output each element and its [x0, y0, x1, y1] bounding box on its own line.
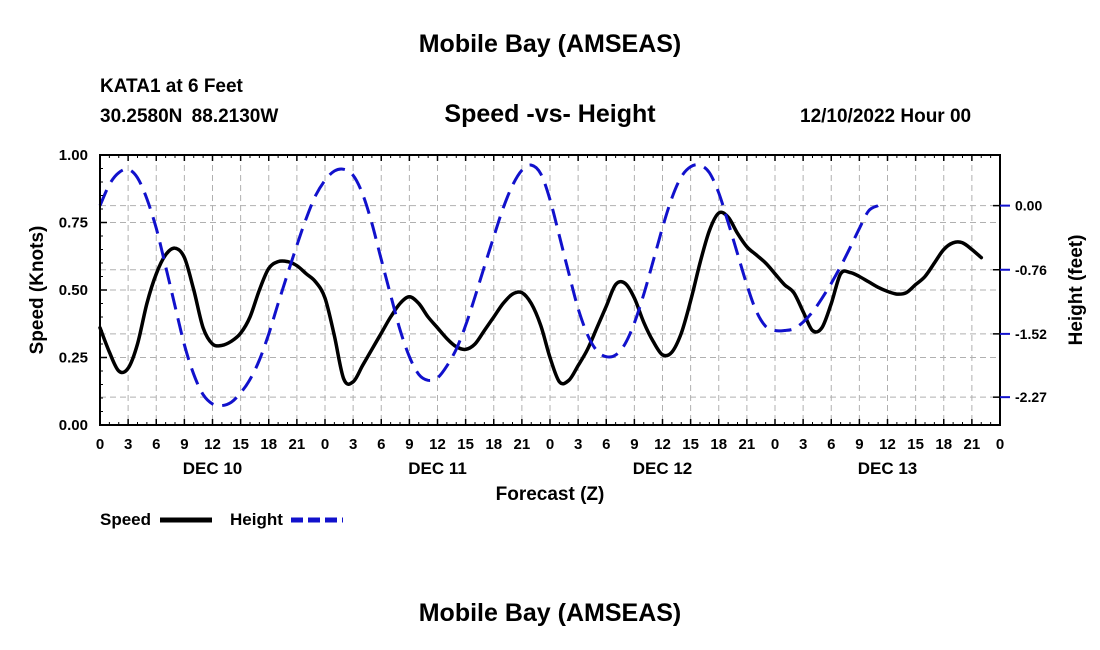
- day-label: DEC 10: [183, 459, 243, 478]
- x-tick-label: 21: [514, 436, 531, 453]
- y2-tick-label: -0.76: [1015, 262, 1047, 278]
- x-tick-label: 0: [996, 436, 1004, 453]
- legend-speed-label: Speed: [100, 510, 151, 529]
- y-tick-label: 0.75: [59, 215, 88, 232]
- y2-tick-label: -1.52: [1015, 326, 1047, 342]
- chart-title: Speed -vs- Height: [444, 100, 656, 128]
- y-tick-label: 0.00: [59, 417, 88, 434]
- x-tick-label: 6: [827, 436, 835, 453]
- y-tick-label: 0.25: [59, 350, 88, 367]
- x-tick-label: 12: [429, 436, 446, 453]
- x-tick-label: 6: [602, 436, 610, 453]
- x-tick-label: 18: [935, 436, 952, 453]
- y2-axis-label: Height (feet): [1066, 235, 1087, 346]
- axes: 0 3 6 9 12 15 18 21 0 3 6 9 12 15 18 21 0 3 6 9 12 15 18 21 0 3 6 9…: [59, 147, 1047, 478]
- x-tick-label: 21: [739, 436, 756, 453]
- y-axis-label: Speed (Knots): [27, 226, 48, 355]
- x-tick-label: 3: [799, 436, 807, 453]
- y-tick-label: 1.00: [59, 147, 88, 164]
- x-tick-label: 0: [321, 436, 329, 453]
- station-coordinates: 30.2580N 88.2130W: [100, 106, 279, 127]
- series: [98, 163, 984, 408]
- x-tick-label: 18: [260, 436, 277, 453]
- x-tick-label: 9: [630, 436, 638, 453]
- x-tick-label: 12: [879, 436, 896, 453]
- x-tick-label: 0: [771, 436, 779, 453]
- x-tick-label: 6: [377, 436, 385, 453]
- height-series-line: [98, 163, 879, 408]
- legend: Speed Height: [100, 510, 343, 529]
- x-tick-label: 3: [574, 436, 582, 453]
- day-label: DEC 11: [408, 459, 467, 478]
- x-tick-label: 3: [349, 436, 357, 453]
- x-tick-label: 9: [855, 436, 863, 453]
- x-tick-label: 15: [232, 436, 249, 453]
- x-tick-label: 12: [654, 436, 671, 453]
- x-tick-label: 21: [289, 436, 306, 453]
- forecast-run-time: 12/10/2022 Hour 00: [800, 106, 972, 127]
- speed-series-line: [98, 210, 984, 386]
- x-tick-label: 3: [124, 436, 132, 453]
- x-axis-label: Forecast (Z): [496, 484, 605, 505]
- x-tick-label: 15: [907, 436, 924, 453]
- y2-tick-label: 0.00: [1015, 198, 1042, 214]
- x-tick-label: 15: [457, 436, 474, 453]
- legend-height-label: Height: [230, 510, 283, 529]
- y2-tick-label: -2.27: [1015, 389, 1047, 405]
- x-tick-label: 9: [405, 436, 413, 453]
- next-chart-title: Mobile Bay (AMSEAS): [418, 599, 682, 627]
- station-label: KATA1 at 6 Feet: [100, 76, 243, 97]
- x-tick-label: 18: [710, 436, 727, 453]
- x-tick-label: 15: [682, 436, 699, 453]
- x-tick-label: 0: [546, 436, 554, 453]
- day-label: DEC 12: [633, 459, 693, 478]
- x-tick-label: 12: [204, 436, 221, 453]
- x-tick-label: 9: [180, 436, 188, 453]
- x-tick-label: 18: [485, 436, 502, 453]
- y-tick-label: 0.50: [59, 282, 88, 299]
- x-tick-label: 0: [96, 436, 104, 453]
- chart-header-title: Mobile Bay (AMSEAS): [418, 30, 682, 58]
- x-tick-label: 21: [964, 436, 981, 453]
- day-label: DEC 13: [858, 459, 918, 478]
- x-tick-label: 6: [152, 436, 160, 453]
